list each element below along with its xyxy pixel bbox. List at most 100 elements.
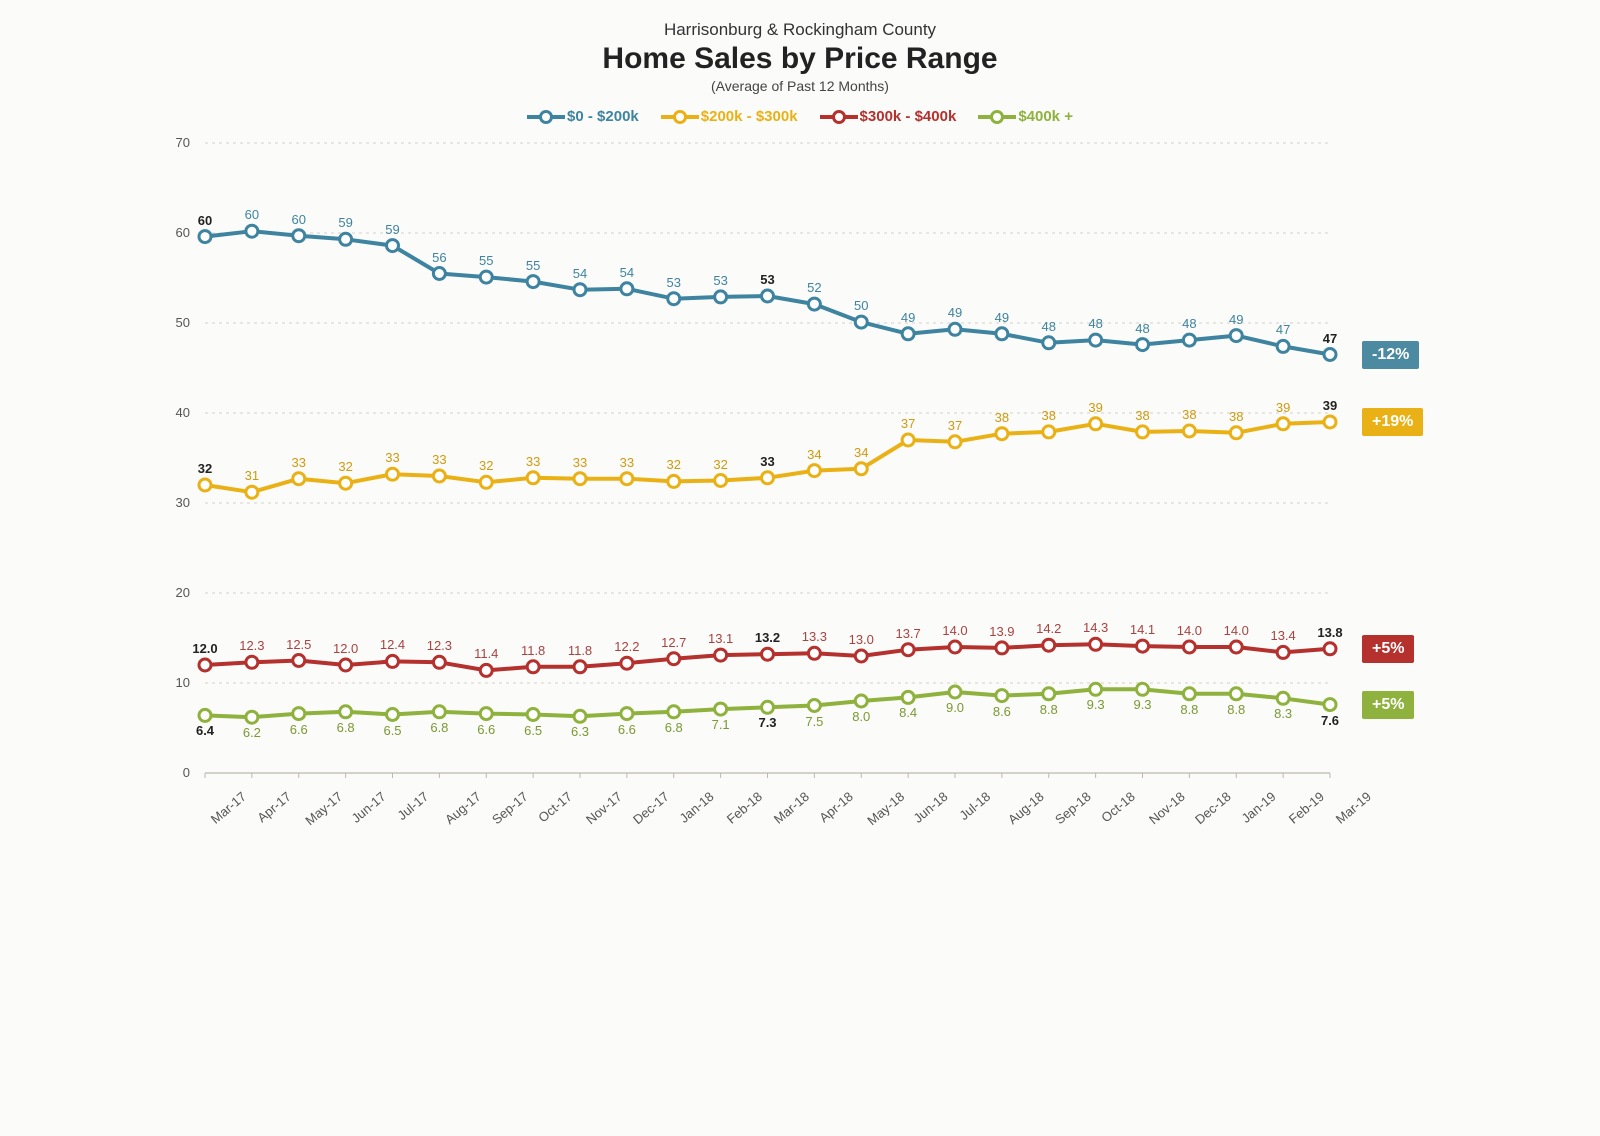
y-axis-label: 60 — [160, 225, 190, 240]
data-label: 56 — [432, 250, 446, 265]
data-label: 38 — [1182, 407, 1196, 422]
y-axis-label: 10 — [160, 675, 190, 690]
data-label: 34 — [854, 445, 868, 460]
data-label: 48 — [1088, 316, 1102, 331]
data-label: 13.0 — [849, 632, 874, 647]
data-label: 49 — [1229, 312, 1243, 327]
data-label: 52 — [807, 280, 821, 295]
data-label: 33 — [620, 455, 634, 470]
data-label: 12.5 — [286, 637, 311, 652]
chart-titles: Harrisonburg & Rockingham County Home Sa… — [160, 20, 1440, 94]
data-label: 8.4 — [899, 705, 917, 720]
data-label: 8.8 — [1227, 702, 1245, 717]
data-label: 33 — [432, 452, 446, 467]
data-label: 8.6 — [993, 704, 1011, 719]
data-label: 48 — [1042, 319, 1056, 334]
data-label: 12.2 — [614, 639, 639, 654]
data-label: 6.8 — [665, 720, 683, 735]
y-axis-label: 20 — [160, 585, 190, 600]
data-label: 13.4 — [1270, 628, 1295, 643]
data-label: 39 — [1088, 400, 1102, 415]
data-label: 6.6 — [290, 722, 308, 737]
data-label: 55 — [479, 253, 493, 268]
data-label: 12.7 — [661, 635, 686, 650]
sub-title: (Average of Past 12 Months) — [160, 78, 1440, 94]
data-label: 12.3 — [239, 638, 264, 653]
data-label: 59 — [338, 215, 352, 230]
data-label: 53 — [760, 272, 774, 287]
data-label: 12.0 — [192, 641, 217, 656]
data-label: 6.5 — [524, 723, 542, 738]
chart-container: Harrisonburg & Rockingham County Home Sa… — [160, 20, 1440, 863]
data-label: 60 — [292, 212, 306, 227]
y-axis-label: 50 — [160, 315, 190, 330]
data-label: 60 — [245, 207, 259, 222]
data-label: 38 — [995, 410, 1009, 425]
data-label: 6.6 — [618, 722, 636, 737]
data-label: 32 — [198, 461, 212, 476]
legend-item: $300k - $400k — [820, 108, 957, 125]
data-label: 54 — [620, 265, 634, 280]
y-axis-label: 70 — [160, 135, 190, 150]
data-label: 47 — [1323, 331, 1337, 346]
data-label: 13.8 — [1317, 625, 1342, 640]
data-label: 34 — [807, 447, 821, 462]
data-label: 7.5 — [805, 714, 823, 729]
data-label: 9.3 — [1133, 697, 1151, 712]
data-label: 8.3 — [1274, 706, 1292, 721]
data-label: 13.2 — [755, 630, 780, 645]
data-label: 49 — [948, 305, 962, 320]
pct-change-badge: +5% — [1362, 691, 1414, 719]
data-label: 6.2 — [243, 725, 261, 740]
data-label: 32 — [667, 457, 681, 472]
data-label: 8.0 — [852, 709, 870, 724]
data-label: 55 — [526, 258, 540, 273]
legend-label: $0 - $200k — [567, 108, 639, 125]
legend: $0 - $200k$200k - $300k$300k - $400k$400… — [160, 108, 1440, 125]
data-label: 13.3 — [802, 629, 827, 644]
pct-change-badge: +5% — [1362, 635, 1414, 663]
data-label: 6.4 — [196, 723, 214, 738]
data-label: 8.8 — [1040, 702, 1058, 717]
data-label: 13.9 — [989, 624, 1014, 639]
data-label: 6.8 — [337, 720, 355, 735]
data-label: 12.3 — [427, 638, 452, 653]
data-label: 48 — [1182, 316, 1196, 331]
data-label: 37 — [901, 416, 915, 431]
data-label: 7.1 — [712, 717, 730, 732]
data-label: 37 — [948, 418, 962, 433]
data-label: 11.8 — [521, 643, 545, 658]
legend-marker-icon — [661, 110, 699, 124]
data-label: 33 — [760, 454, 774, 469]
data-label: 11.8 — [568, 643, 592, 658]
data-label: 38 — [1229, 409, 1243, 424]
data-label: 32 — [713, 457, 727, 472]
data-label: 47 — [1276, 322, 1290, 337]
data-label: 14.0 — [1177, 623, 1202, 638]
data-label: 48 — [1135, 321, 1149, 336]
y-axis-label: 0 — [160, 765, 190, 780]
data-label: 7.6 — [1321, 713, 1339, 728]
data-label: 33 — [385, 450, 399, 465]
plot-svg — [160, 133, 1440, 863]
legend-marker-icon — [820, 110, 858, 124]
data-label: 32 — [338, 459, 352, 474]
y-axis-label: 30 — [160, 495, 190, 510]
data-label: 14.2 — [1036, 621, 1061, 636]
plot-area: 010203040506070Mar-17Apr-17May-17Jun-17J… — [160, 133, 1440, 863]
legend-marker-icon — [978, 110, 1016, 124]
pct-change-badge: -12% — [1362, 341, 1419, 369]
data-label: 33 — [573, 455, 587, 470]
data-label: 59 — [385, 222, 399, 237]
data-label: 60 — [198, 213, 212, 228]
data-label: 7.3 — [758, 715, 776, 730]
data-label: 9.3 — [1087, 697, 1105, 712]
data-label: 38 — [1135, 408, 1149, 423]
data-label: 49 — [901, 310, 915, 325]
data-label: 14.3 — [1083, 620, 1108, 635]
data-label: 6.3 — [571, 724, 589, 739]
data-label: 53 — [667, 275, 681, 290]
data-label: 31 — [245, 468, 259, 483]
data-label: 13.7 — [895, 626, 920, 641]
legend-label: $300k - $400k — [860, 108, 957, 125]
